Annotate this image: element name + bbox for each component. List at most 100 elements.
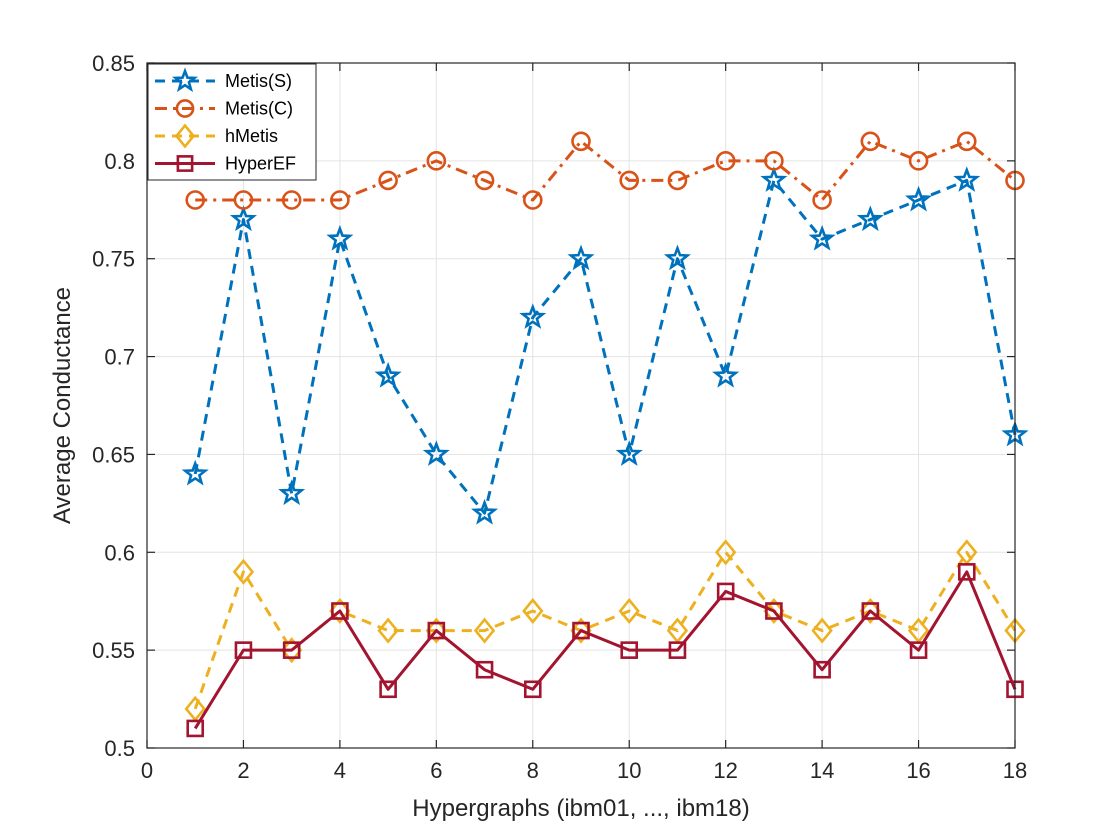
- data-point: [860, 131, 881, 152]
- series-line: [195, 139, 1016, 202]
- series-metis-c: [185, 131, 1025, 210]
- legend-box: [147, 63, 317, 181]
- legend-entry: hMetis: [155, 123, 278, 149]
- data-point: [422, 440, 450, 466]
- data-point: [856, 205, 884, 232]
- y-tick-label: 0.7: [104, 345, 135, 370]
- y-tick-label: 0.6: [104, 540, 135, 565]
- data-point: [572, 621, 590, 640]
- data-point: [905, 185, 933, 212]
- series-hmetis: [184, 539, 1026, 722]
- y-tick-label: 0.55: [92, 638, 135, 663]
- data-point: [471, 498, 499, 525]
- data-point: [377, 617, 399, 644]
- data-point: [571, 131, 591, 152]
- data-point: [234, 641, 253, 659]
- legend-entry: Metis(C): [155, 99, 293, 119]
- x-tick-label: 16: [906, 758, 930, 783]
- x-tick-label: 10: [617, 758, 641, 783]
- data-point: [618, 597, 640, 625]
- data-point: [522, 597, 544, 625]
- legend-label: HyperEF: [225, 154, 296, 174]
- data-point: [326, 224, 354, 251]
- data-point: [764, 151, 784, 171]
- data-point: [567, 244, 595, 271]
- legend-label: Metis(S): [225, 71, 292, 91]
- data-point: [474, 170, 495, 191]
- data-point: [619, 170, 640, 191]
- data-point: [281, 190, 302, 210]
- legend-entry: Metis(S): [155, 67, 292, 93]
- series-line: [193, 550, 1017, 710]
- x-tick-label: 2: [237, 758, 249, 783]
- legend: Metis(S) Metis(C) hMetis HyperEF: [147, 63, 317, 181]
- data-point: [760, 166, 788, 192]
- x-tick-label: 6: [430, 758, 442, 783]
- data-point: [716, 582, 735, 601]
- data-point: [663, 244, 691, 271]
- data-point: [811, 617, 833, 644]
- data-point: [519, 303, 547, 329]
- data-point: [523, 680, 542, 699]
- legend-label: hMetis: [225, 126, 278, 146]
- data-point: [715, 151, 736, 171]
- data-point: [956, 131, 977, 152]
- data-point: [232, 558, 255, 585]
- data-point: [185, 190, 206, 210]
- x-tick-label: 4: [334, 758, 346, 783]
- x-tick-label: 0: [141, 758, 153, 783]
- y-tick-label: 0.8: [104, 149, 135, 174]
- data-point: [329, 597, 351, 625]
- data-point: [331, 602, 349, 620]
- data-point: [808, 224, 836, 251]
- x-tick-label: 14: [810, 758, 834, 783]
- legend-marker: [176, 155, 194, 172]
- data-point: [667, 170, 688, 191]
- data-point: [859, 597, 882, 625]
- data-point: [378, 170, 398, 191]
- data-point: [957, 563, 976, 581]
- data-point: [229, 205, 257, 232]
- x-axis-label: Hypergraphs (ibm01, ..., ibm18): [412, 795, 749, 822]
- legend-label: Metis(C): [225, 99, 293, 119]
- data-point: [181, 459, 209, 486]
- data-point: [909, 641, 928, 659]
- series-metis-s: [181, 166, 1029, 525]
- data-point: [374, 361, 402, 388]
- data-point: [712, 361, 740, 388]
- data-point: [861, 602, 880, 620]
- legend-marker: [175, 99, 195, 118]
- y-axis-label: Average Conductance: [49, 287, 76, 524]
- data-point: [473, 617, 496, 644]
- y-tick-label: 0.85: [92, 51, 135, 76]
- y-tick-label: 0.65: [92, 442, 135, 467]
- data-point: [330, 190, 350, 210]
- legend-entry: HyperEF: [155, 154, 296, 174]
- data-point: [570, 617, 592, 644]
- data-point: [475, 660, 494, 679]
- y-tick-label: 0.75: [92, 247, 135, 272]
- data-point: [620, 641, 639, 659]
- data-point: [282, 641, 301, 659]
- data-point: [813, 660, 831, 679]
- legend-marker: [171, 67, 199, 93]
- data-point: [812, 190, 832, 210]
- data-point: [427, 621, 446, 640]
- data-point: [186, 719, 205, 738]
- data-point: [522, 190, 543, 210]
- series-layer: [181, 131, 1029, 738]
- data-point: [765, 602, 783, 620]
- data-point: [953, 166, 981, 192]
- x-tick-label: 18: [1003, 758, 1027, 783]
- data-point: [278, 479, 306, 506]
- data-point: [233, 190, 254, 210]
- x-tick-label: 12: [713, 758, 737, 783]
- series-line: [193, 178, 1017, 515]
- data-point: [615, 440, 643, 466]
- data-point: [426, 151, 447, 171]
- data-point: [908, 151, 929, 171]
- data-point: [425, 617, 448, 644]
- data-point: [668, 641, 687, 659]
- x-tick-label: 8: [527, 758, 539, 783]
- plot-frame: [146, 62, 1016, 749]
